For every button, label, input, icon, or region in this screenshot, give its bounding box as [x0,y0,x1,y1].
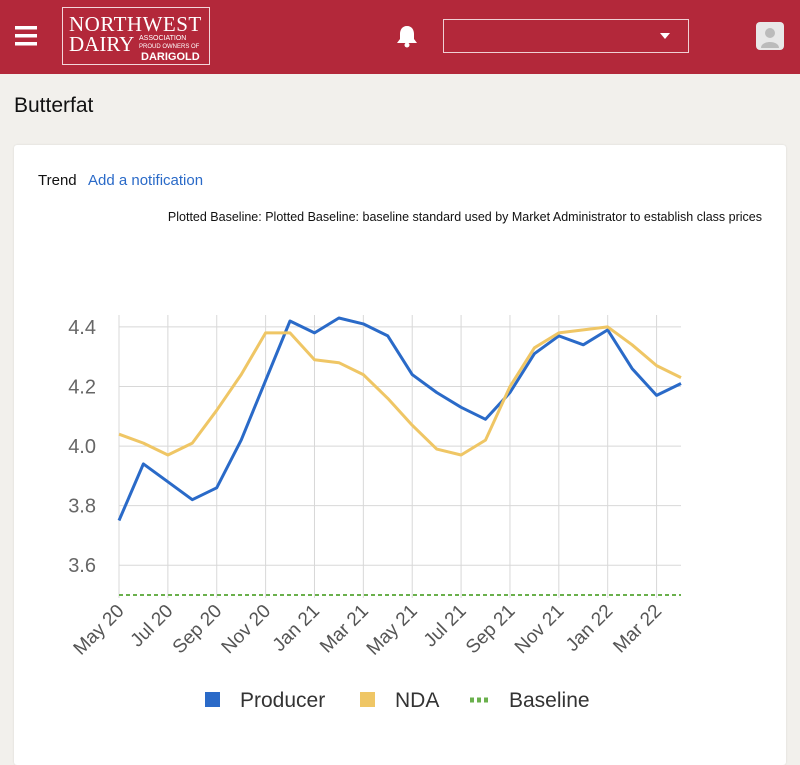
logo-text: DAIRY [69,32,135,56]
x-tick-label: Nov 21 [511,601,568,658]
menu-button[interactable] [15,26,39,46]
logo-text: NORTHWEST [69,12,202,36]
x-tick-label: May 20 [70,601,129,660]
card [14,145,786,765]
legend-label: Producer [240,689,325,712]
line-series [118,325,682,457]
y-tick-label: 4.0 [68,436,96,458]
legend-swatch [360,692,375,707]
notification-bell[interactable] [396,24,418,48]
x-tick-label: Jan 21 [269,601,324,656]
legend-swatch [205,692,220,707]
avatar[interactable] [756,22,784,50]
x-tick-label: Nov 20 [218,601,275,658]
x-tick-label: Mar 21 [316,601,373,658]
card-label: Trend [38,172,77,189]
baseline-note: Plotted Baseline: Plotted Baseline: base… [167,210,762,224]
x-tick-label: Mar 22 [609,601,666,658]
x-tick-label: Sep 21 [462,601,519,658]
y-tick-label: 3.8 [68,496,96,518]
y-tick-label: 4.4 [68,317,96,339]
x-tick-label: Sep 20 [169,601,226,658]
y-tick-label: 4.2 [68,376,96,398]
notification-link[interactable]: Add a notification [88,172,204,189]
header: NORTHWEST DAIRY ASSOCIATION PROUD OWNERS… [0,0,800,74]
legend-label: NDA [395,689,439,712]
y-tick-label: 3.6 [68,555,96,577]
dropdown-arrow [660,33,670,39]
x-tick-label: May 21 [363,601,422,660]
page-title: Butterfat [14,94,94,117]
logo[interactable]: NORTHWEST DAIRY ASSOCIATION PROUD OWNERS… [62,7,210,65]
x-tick-label: Jan 22 [562,601,617,656]
dropdown[interactable] [443,19,689,53]
legend-label: Baseline [509,689,590,712]
logo-text: DARIGOLD [141,51,200,63]
logo-text: ASSOCIATION [139,35,187,42]
line-series [117,316,682,522]
logo-text: PROUD OWNERS OF [139,44,200,50]
